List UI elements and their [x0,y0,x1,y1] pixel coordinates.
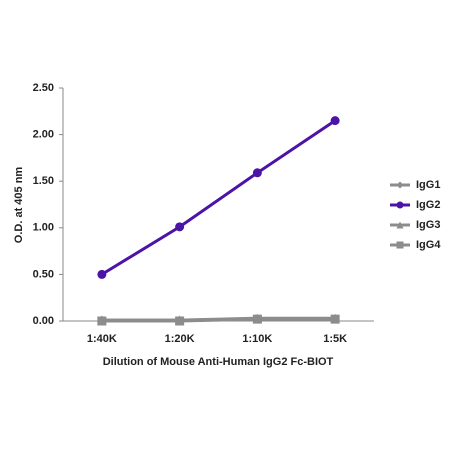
x-axis-title: Dilution of Mouse Anti-Human IgG2 Fc-BIO… [103,356,334,368]
marker [175,222,185,232]
y-tick-label: 2.50 [33,82,54,94]
marker [330,314,340,324]
x-tick-label: 1:5K [323,333,347,345]
legend-label: IgG2 [416,199,440,211]
legend-label: IgG4 [416,239,441,251]
y-axis-title: O.D. at 405 nm [13,167,25,244]
x-tick-label: 1:40K [87,333,117,345]
marker [252,168,262,178]
legend-marker [396,241,404,249]
marker [252,314,262,324]
y-tick-label: 2.00 [33,129,54,141]
series-line [101,119,336,276]
y-tick-label: 1.50 [33,175,54,187]
legend-marker [396,221,404,229]
y-tick-label: 0.50 [33,268,54,280]
legend-label: IgG3 [416,219,440,231]
y-tick-label: 0.00 [33,315,54,327]
legend-label: IgG1 [416,179,440,191]
legend-marker [396,181,404,189]
marker [330,116,340,126]
marker [97,316,107,326]
legend-marker [396,201,404,209]
y-tick-label: 1.00 [33,222,54,234]
x-tick-label: 1:10K [242,333,272,345]
marker [175,316,185,326]
marker [97,269,107,279]
series-line [101,317,336,323]
x-tick-label: 1:20K [165,333,195,345]
